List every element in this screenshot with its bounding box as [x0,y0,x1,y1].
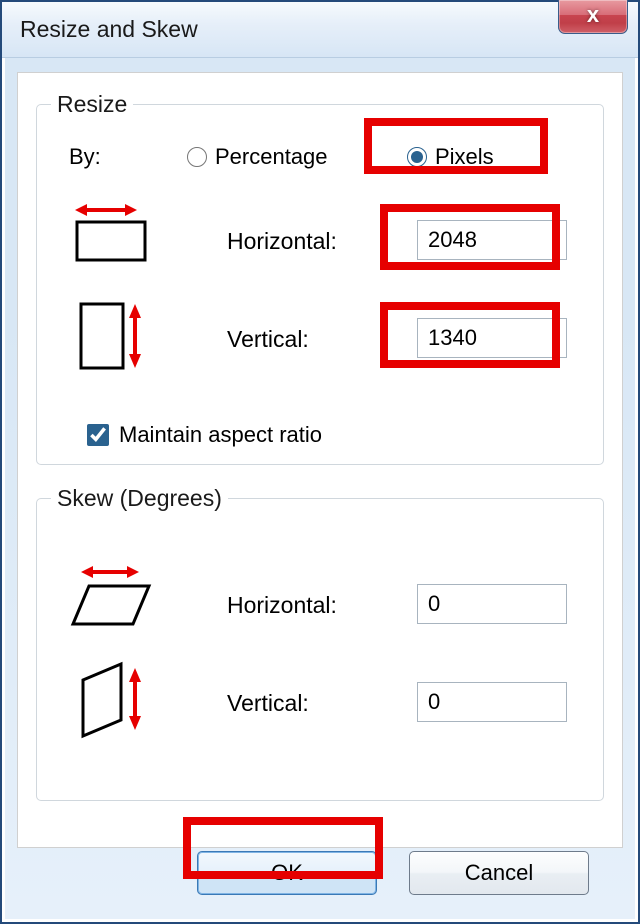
skew-vertical-input[interactable] [417,682,567,722]
window-title: Resize and Skew [20,16,198,43]
pixels-radio-input[interactable] [407,147,427,167]
pixels-radio[interactable]: Pixels [407,144,494,170]
skew-vertical-icon [67,660,157,740]
skew-horizontal-row: Horizontal: [37,574,603,644]
skew-horizontal-icon [67,562,157,642]
ok-button[interactable]: OK [197,851,377,895]
resize-legend: Resize [51,91,133,118]
skew-vertical-label: Vertical: [227,690,309,717]
skew-vertical-row: Vertical: [37,672,603,742]
resize-horizontal-input[interactable] [417,220,567,260]
skew-horizontal-label: Horizontal: [227,592,337,619]
resize-vertical-input[interactable] [417,318,567,358]
dialog-window: Resize and Skew x Resize By: Percentage … [0,0,640,924]
titlebar: Resize and Skew x [2,2,638,58]
skew-group: Skew (Degrees) Horizontal: [36,485,604,801]
close-icon: x [587,2,599,28]
resize-vertical-icon [67,296,157,376]
resize-vertical-row: Vertical: [37,308,603,378]
percentage-radio-label: Percentage [215,144,328,170]
resize-horizontal-label: Horizontal: [227,228,337,255]
percentage-radio[interactable]: Percentage [187,144,328,170]
resize-group: Resize By: Percentage Pixels [36,91,604,465]
button-row: OK Cancel [5,845,635,901]
resize-horizontal-row: Horizontal: [37,210,603,280]
dialog-body: Resize By: Percentage Pixels [5,58,635,919]
percentage-radio-input[interactable] [187,147,207,167]
maintain-aspect-checkbox[interactable] [87,424,109,446]
maintain-aspect-label: Maintain aspect ratio [119,422,322,448]
resize-horizontal-icon [67,198,157,278]
by-label: By: [69,144,101,170]
content-panel: Resize By: Percentage Pixels [17,72,623,848]
resize-vertical-label: Vertical: [227,326,309,353]
maintain-aspect-row[interactable]: Maintain aspect ratio [87,422,322,448]
resize-by-row: By: Percentage Pixels [37,144,603,184]
cancel-button[interactable]: Cancel [409,851,589,895]
skew-horizontal-input[interactable] [417,584,567,624]
skew-legend: Skew (Degrees) [51,485,228,512]
pixels-radio-label: Pixels [435,144,494,170]
close-button[interactable]: x [558,0,628,34]
